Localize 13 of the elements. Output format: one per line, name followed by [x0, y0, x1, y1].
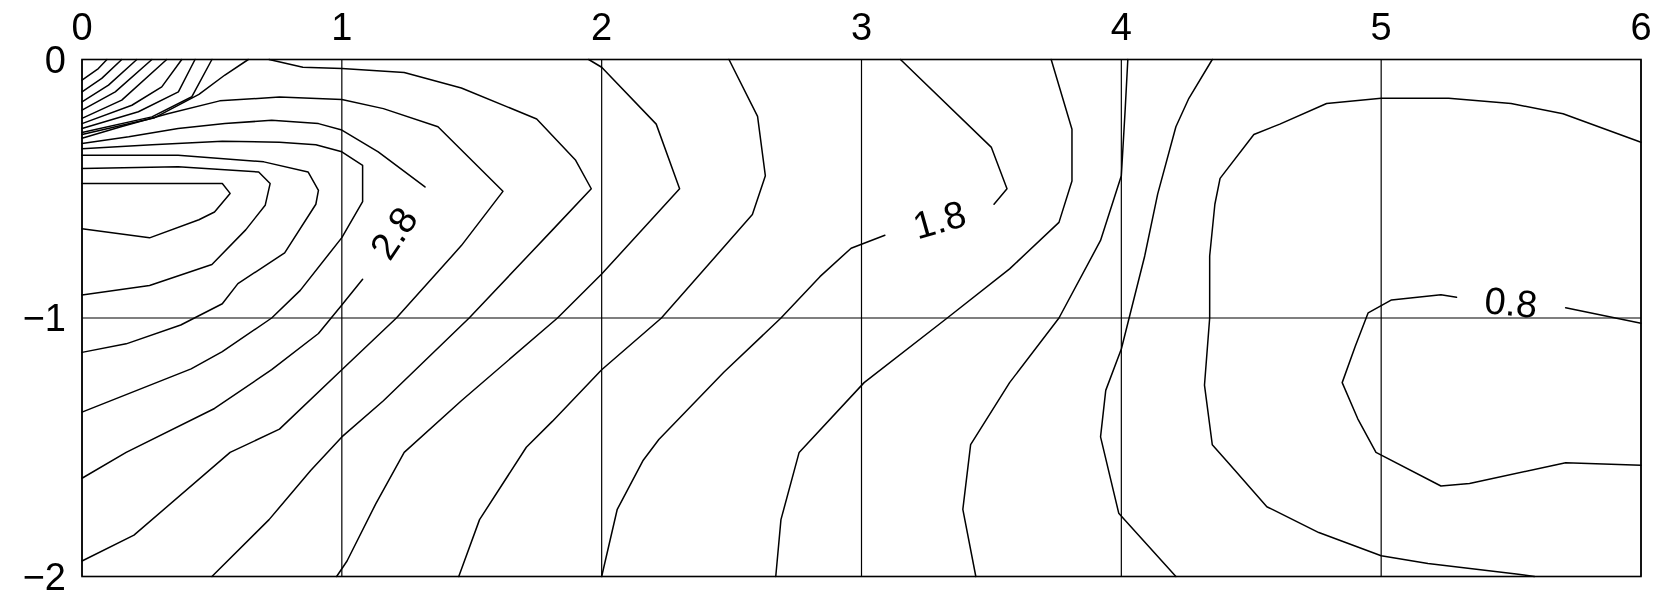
- text: 2.8: [361, 199, 426, 267]
- y-tick-label: 0: [44, 38, 66, 81]
- x-tick-label: 1: [331, 5, 353, 48]
- text: 0.8: [1482, 279, 1540, 326]
- y-tick-label: −1: [22, 297, 66, 339]
- x-tick-label: 2: [591, 5, 613, 48]
- y-tick-label: −2: [22, 555, 66, 598]
- x-tick-label: 5: [1370, 5, 1392, 48]
- x-tick-label: 4: [1110, 5, 1132, 48]
- x-tick-label: 0: [71, 5, 93, 48]
- x-tick-label: 6: [1630, 5, 1652, 48]
- text: 1.8: [908, 192, 971, 248]
- x-tick-label: 3: [850, 5, 873, 48]
